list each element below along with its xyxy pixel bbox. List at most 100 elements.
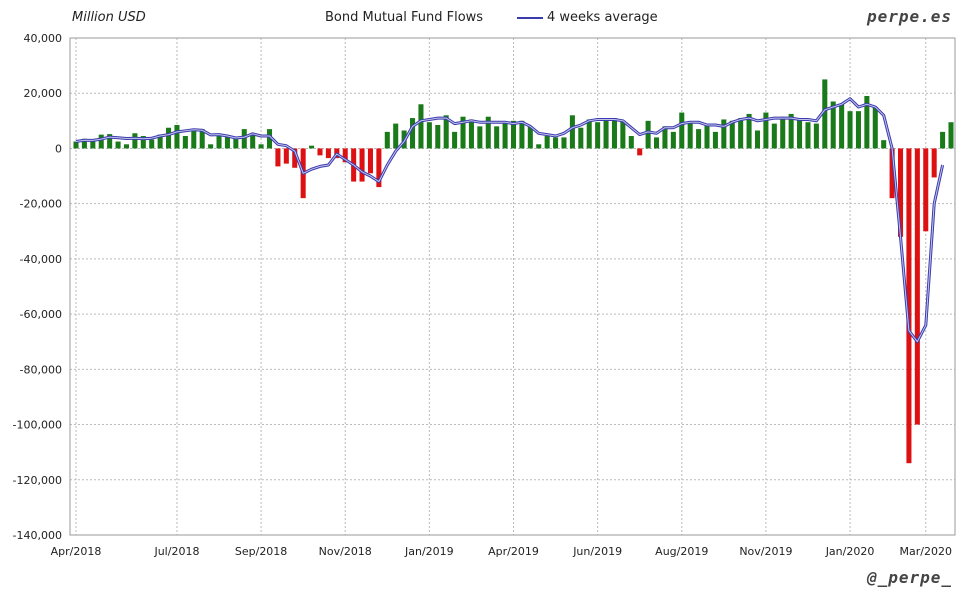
bar [637, 148, 643, 156]
bar [208, 144, 214, 149]
x-tick-label: Jan/2020 [825, 545, 875, 558]
bar [73, 141, 79, 149]
bar [578, 127, 584, 149]
bar [645, 120, 651, 149]
bar [889, 148, 895, 199]
bar [309, 145, 315, 149]
y-axis-unit-label: Million USD [72, 10, 146, 25]
bar [107, 134, 113, 149]
bar-layer [73, 79, 954, 464]
bar [788, 113, 794, 149]
y-tick-label: 0 [55, 142, 62, 155]
bar [595, 122, 601, 149]
x-tick-label: Nov/2019 [739, 545, 792, 558]
bar [98, 134, 104, 149]
bar [704, 124, 710, 149]
watermark-top: perpe.es [866, 7, 952, 26]
bar [460, 116, 466, 149]
bar [250, 133, 256, 149]
x-tick-label: Jan/2019 [404, 545, 454, 558]
bar [149, 139, 155, 149]
bar [140, 136, 146, 149]
bar [931, 148, 937, 178]
bar [157, 134, 163, 149]
bar [670, 131, 676, 149]
bar [317, 148, 323, 156]
line-layer [75, 97, 945, 344]
y-tick-label: -100,000 [13, 419, 62, 432]
bar [771, 123, 777, 149]
bar [292, 148, 298, 168]
bar [527, 126, 533, 149]
bar [881, 140, 887, 149]
bar [897, 148, 904, 237]
bar [452, 131, 458, 149]
y-tick-label: 40,000 [24, 32, 63, 45]
bar [435, 124, 441, 149]
bar [182, 136, 188, 149]
bar [847, 111, 853, 149]
bar [199, 129, 205, 149]
bar [536, 144, 542, 149]
x-tick-label: Sep/2018 [235, 545, 287, 558]
bar [359, 148, 365, 182]
y-tick-label: -120,000 [13, 474, 62, 487]
legend-line-label: 4 weeks average [547, 10, 658, 25]
bar [266, 129, 273, 149]
bar [948, 122, 954, 149]
y-tick-label: -140,000 [13, 529, 62, 542]
bar [544, 136, 550, 149]
bar [687, 122, 693, 149]
bar [494, 126, 500, 149]
bar [569, 115, 575, 149]
bar [923, 148, 929, 232]
x-tick-label: Apr/2018 [51, 545, 102, 558]
bar [443, 115, 449, 149]
bar [611, 118, 617, 149]
bar [233, 137, 239, 149]
bar [780, 116, 786, 149]
bar [418, 104, 424, 149]
average-line-outer [75, 97, 945, 344]
legend: 4 weeks average [517, 10, 658, 25]
bar [805, 122, 811, 149]
legend-line-swatch [517, 16, 543, 19]
bar [628, 136, 634, 149]
bar [485, 116, 491, 149]
bar [738, 118, 744, 149]
bar [679, 112, 685, 149]
bar [855, 111, 861, 149]
bar [174, 124, 180, 149]
bar [502, 122, 508, 149]
bar [224, 136, 230, 149]
bar [561, 137, 567, 149]
bar [822, 79, 828, 149]
bar [746, 113, 752, 149]
y-tick-label: -80,000 [20, 363, 62, 376]
bar [603, 119, 609, 149]
bar [553, 137, 559, 149]
bar [906, 148, 912, 464]
x-tick-label: Aug/2019 [655, 545, 708, 558]
bar [721, 119, 727, 149]
bar [115, 141, 121, 149]
bar [586, 119, 592, 149]
chart-title: Bond Mutual Fund Flows [325, 10, 484, 25]
x-tick-label: Nov/2018 [319, 545, 372, 558]
bar [654, 137, 660, 149]
x-tick-label: Apr/2019 [488, 545, 539, 558]
bar [839, 104, 845, 149]
bar [367, 148, 373, 174]
bar [191, 130, 197, 149]
bar [914, 148, 920, 425]
bar [729, 120, 735, 149]
bar [241, 129, 247, 149]
bar [216, 134, 222, 149]
x-tick-label: Jul/2018 [153, 545, 199, 558]
bar [754, 130, 761, 149]
bar [477, 126, 483, 149]
y-tick-label: -20,000 [20, 198, 62, 211]
y-tick-label: 20,000 [24, 87, 63, 100]
bar [376, 148, 382, 188]
